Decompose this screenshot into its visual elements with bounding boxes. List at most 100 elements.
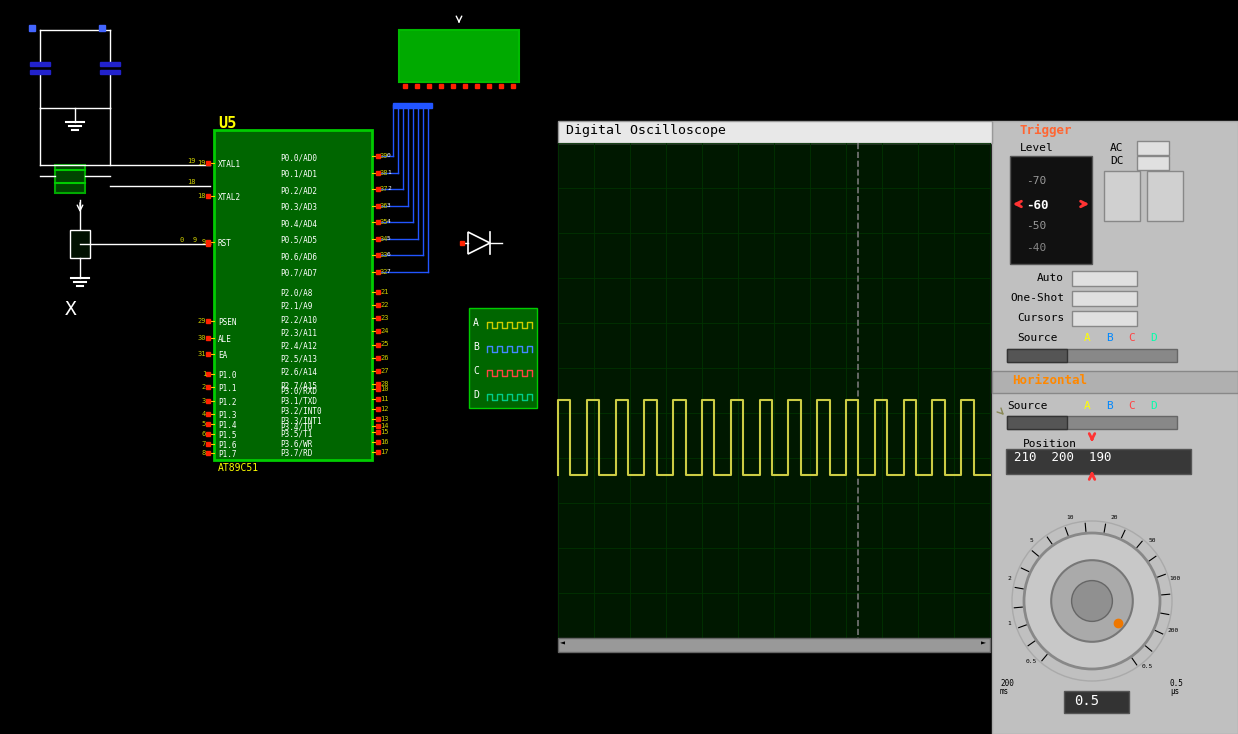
Text: 7: 7: [387, 269, 391, 274]
Text: D: D: [1150, 333, 1156, 343]
Text: 8: 8: [202, 451, 206, 457]
Text: 39: 39: [380, 153, 389, 159]
Text: DC: DC: [1110, 156, 1124, 166]
Text: 19: 19: [187, 158, 196, 164]
Text: P3.4/T0: P3.4/T0: [280, 423, 312, 432]
Text: P0.4/AD4: P0.4/AD4: [280, 219, 317, 228]
Text: 26: 26: [380, 355, 389, 360]
Text: 34: 34: [380, 236, 389, 242]
Text: 0.5: 0.5: [1025, 659, 1036, 664]
Text: 3: 3: [387, 203, 391, 208]
Text: P3.6/WR: P3.6/WR: [280, 439, 312, 448]
Text: P0.2/AD2: P0.2/AD2: [280, 186, 317, 195]
Bar: [1104, 171, 1140, 221]
Bar: [1072, 311, 1136, 326]
Text: A: A: [1084, 401, 1091, 411]
Text: μs: μs: [1170, 687, 1180, 696]
Text: C: C: [473, 366, 479, 376]
Text: D: D: [1150, 401, 1156, 411]
Text: P0.5/AD5: P0.5/AD5: [280, 236, 317, 245]
Bar: [1072, 271, 1136, 286]
Text: C: C: [1128, 401, 1135, 411]
Text: P0.0/AD0: P0.0/AD0: [280, 153, 317, 162]
Bar: [1072, 291, 1136, 306]
Text: 33: 33: [380, 252, 389, 258]
Text: P2.2/A10: P2.2/A10: [280, 315, 317, 324]
Text: 5: 5: [202, 421, 206, 426]
Bar: [992, 121, 1238, 734]
Bar: [30, 70, 50, 74]
Text: Trigger: Trigger: [1020, 124, 1072, 137]
Text: A: A: [473, 318, 479, 328]
Text: Cursors: Cursors: [1016, 313, 1063, 323]
Bar: [558, 121, 992, 143]
Text: 1: 1: [202, 371, 206, 377]
Text: 210  200  190: 210 200 190: [1014, 451, 1112, 464]
Bar: [1136, 141, 1169, 155]
Text: One-Shot: One-Shot: [1010, 293, 1063, 303]
Bar: [1006, 449, 1191, 474]
Text: P1.0: P1.0: [218, 371, 236, 380]
Text: C: C: [1128, 333, 1135, 343]
Text: 50: 50: [1149, 538, 1156, 542]
Text: AC: AC: [1110, 143, 1124, 153]
Text: 9: 9: [202, 239, 206, 245]
Text: 14: 14: [380, 423, 389, 429]
Bar: [54, 165, 85, 193]
Text: 4: 4: [202, 411, 206, 417]
Text: 2: 2: [202, 385, 206, 390]
Text: 18: 18: [187, 179, 196, 185]
Text: X: X: [66, 300, 77, 319]
Text: Horizontal: Horizontal: [1011, 374, 1087, 387]
Text: 0: 0: [180, 237, 184, 243]
Text: Auto: Auto: [1037, 273, 1063, 283]
Text: 7: 7: [202, 440, 206, 446]
Text: P1.2: P1.2: [218, 398, 236, 407]
Bar: [558, 638, 990, 652]
Text: P2.4/A12: P2.4/A12: [280, 341, 317, 351]
Circle shape: [1051, 560, 1133, 642]
Text: P0.7/AD7: P0.7/AD7: [280, 269, 317, 278]
Text: 1: 1: [387, 170, 391, 175]
Text: P1.6: P1.6: [218, 440, 236, 449]
Text: P2.3/A11: P2.3/A11: [280, 328, 317, 338]
Bar: [1063, 691, 1129, 713]
Text: 6: 6: [387, 252, 391, 258]
Text: A: A: [1084, 333, 1091, 343]
Bar: [30, 62, 50, 66]
Text: 23: 23: [380, 315, 389, 321]
Text: 200: 200: [1000, 679, 1014, 688]
Text: Digital Oscilloscope: Digital Oscilloscope: [566, 124, 725, 137]
Text: RST: RST: [218, 239, 232, 248]
Text: P2.0/A8: P2.0/A8: [280, 288, 312, 298]
Text: P2.5/A13: P2.5/A13: [280, 355, 317, 364]
Bar: [1006, 416, 1177, 429]
Text: 200: 200: [1167, 628, 1179, 633]
Text: ALE: ALE: [218, 335, 232, 344]
Text: -60: -60: [1026, 199, 1049, 212]
Text: -70: -70: [1026, 176, 1046, 186]
Text: 0.5: 0.5: [1170, 679, 1184, 688]
Text: P1.7: P1.7: [218, 451, 236, 459]
Text: XTAL2: XTAL2: [218, 193, 241, 202]
Circle shape: [1072, 581, 1113, 622]
Text: U5: U5: [218, 116, 236, 131]
Text: 25: 25: [380, 341, 389, 347]
Text: ►: ►: [980, 639, 985, 648]
Text: 22: 22: [380, 302, 389, 308]
Bar: [399, 30, 519, 82]
Text: 16: 16: [380, 439, 389, 445]
Text: EA: EA: [218, 352, 228, 360]
Bar: [469, 308, 537, 408]
Text: 20: 20: [1110, 515, 1118, 520]
Text: Position: Position: [1023, 439, 1077, 449]
Text: 2: 2: [387, 186, 391, 192]
Bar: [392, 103, 432, 108]
Text: D: D: [473, 390, 479, 400]
Text: 18: 18: [198, 193, 206, 199]
Text: 2: 2: [1006, 576, 1010, 581]
Text: 12: 12: [380, 406, 389, 412]
Text: P2.6/A14: P2.6/A14: [280, 368, 317, 377]
Bar: [71, 230, 90, 258]
Bar: [100, 62, 120, 66]
